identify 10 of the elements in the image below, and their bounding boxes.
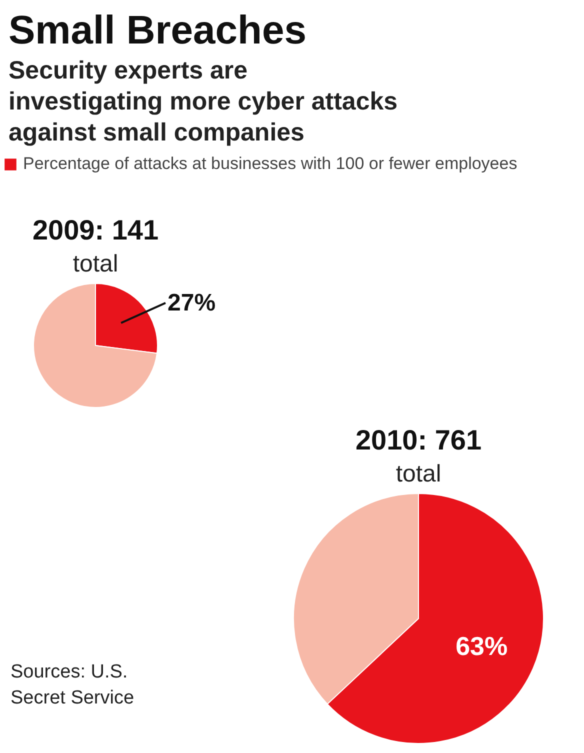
text: Security experts are investigating more cyber attacks against small companies	[8, 56, 398, 146]
chart-title: 2010: 761	[355, 424, 482, 456]
data-label: 27%	[168, 289, 216, 316]
data-label: 63%	[456, 630, 508, 661]
text: total	[72, 250, 118, 278]
chart-subtitle: total	[396, 460, 442, 488]
text: 2009: 141	[32, 214, 159, 246]
source-note: Sources: U.S. Secret Service	[10, 662, 134, 708]
legend-label: Percentage of attacks at businesses with 100 or fewer employees	[23, 154, 518, 174]
text: Small Breaches	[8, 8, 306, 52]
